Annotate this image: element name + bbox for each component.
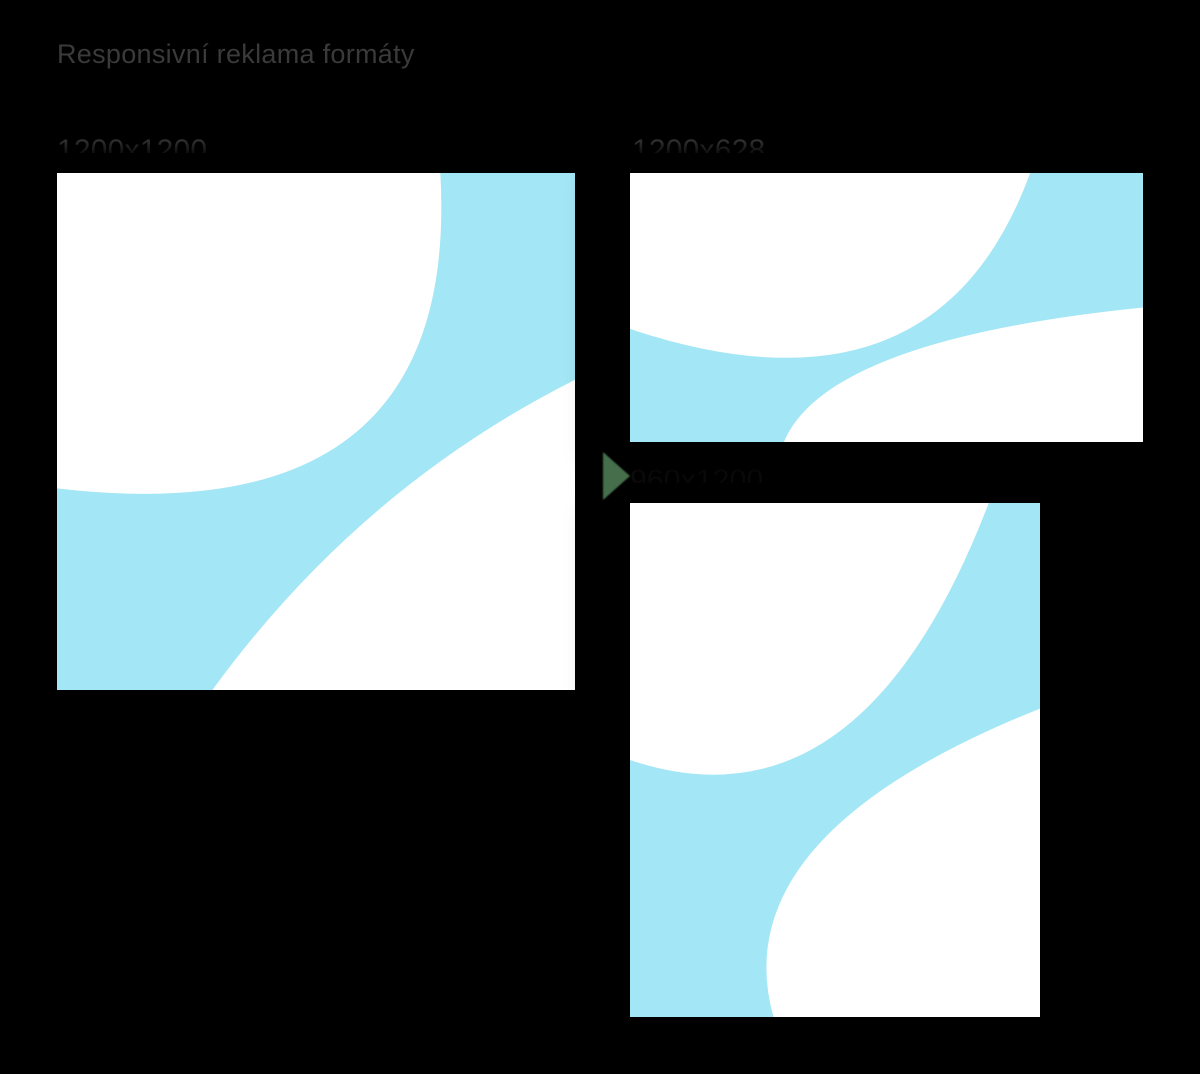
- ad-card-canvas: [57, 173, 575, 690]
- ad-artwork-swoosh: [57, 173, 575, 690]
- ad-format-card-1200x628: [610, 153, 1163, 462]
- ad-artwork-swoosh: [630, 503, 1040, 1017]
- ad-format-card-1200x1200: [37, 153, 595, 710]
- cursor-triangle-icon: [603, 451, 631, 501]
- ad-card-canvas: [630, 173, 1143, 442]
- ad-artwork-swoosh: [630, 173, 1143, 442]
- ad-card-canvas: [630, 503, 1040, 1017]
- ad-format-card-960x1200: [610, 483, 1060, 1037]
- page-title: Responsivní reklama formáty: [57, 39, 415, 69]
